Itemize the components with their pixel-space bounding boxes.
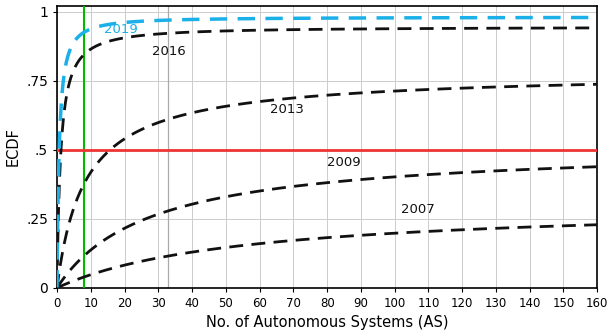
X-axis label: No. of Autonomous Systems (AS): No. of Autonomous Systems (AS)	[206, 316, 448, 330]
Text: 2016: 2016	[152, 45, 185, 58]
Text: 2007: 2007	[402, 203, 435, 216]
Text: 2019: 2019	[104, 23, 138, 36]
Text: 2013: 2013	[270, 103, 303, 116]
Text: 2009: 2009	[327, 156, 361, 169]
Y-axis label: ECDF: ECDF	[6, 127, 20, 166]
